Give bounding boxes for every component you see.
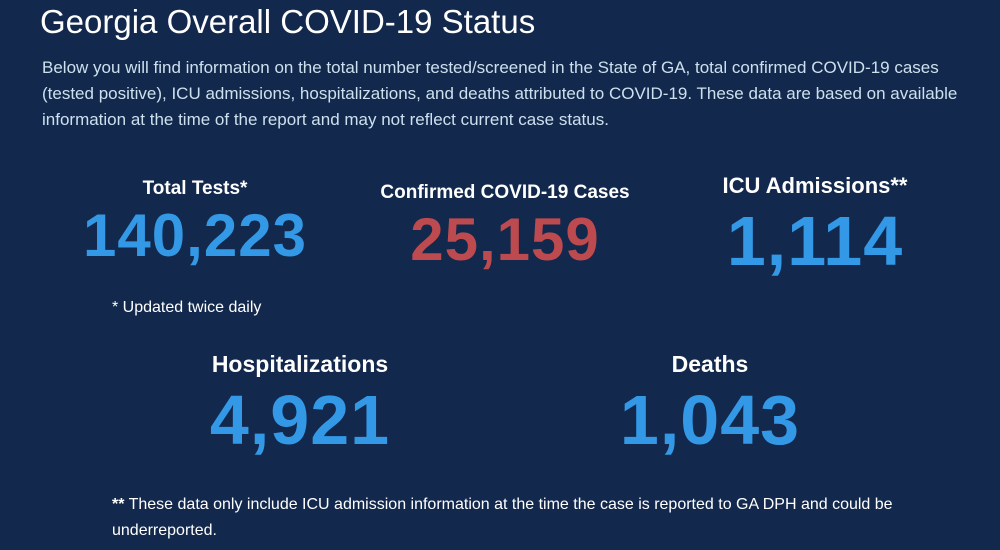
total-tests-label: Total Tests* <box>142 178 248 199</box>
deaths-value: 1,043 <box>619 381 801 459</box>
page-title: Georgia Overall COVID-19 Status <box>40 3 536 40</box>
icu-admissions-stat: ICU Admissions** 1,114 <box>680 172 950 282</box>
deaths-stat: Deaths 1,043 <box>580 350 840 462</box>
confirmed-cases-label: Confirmed COVID-19 Cases <box>380 182 630 203</box>
total-tests-stat: Total Tests* 140,223 <box>60 177 330 271</box>
footnote-mark: ** <box>112 496 125 513</box>
hospitalizations-value: 4,921 <box>209 381 391 459</box>
confirmed-cases-stat: Confirmed COVID-19 Cases 25,159 <box>355 181 655 275</box>
confirmed-cases-value: 25,159 <box>410 206 600 273</box>
intro-paragraph: Below you will find information on the t… <box>42 58 958 129</box>
deaths-label: Deaths <box>671 351 749 377</box>
icu-footnote: ** These data only include ICU admission… <box>112 492 932 544</box>
hospitalizations-label: Hospitalizations <box>211 351 389 377</box>
hospitalizations-stat: Hospitalizations 4,921 <box>160 350 440 462</box>
icu-admissions-label: ICU Admissions** <box>722 173 908 198</box>
icu-admissions-value: 1,114 <box>726 202 904 280</box>
total-tests-value: 140,223 <box>83 202 307 269</box>
updated-note: * Updated twice daily <box>112 299 262 316</box>
footnote-text: These data only include ICU admission in… <box>112 496 893 539</box>
